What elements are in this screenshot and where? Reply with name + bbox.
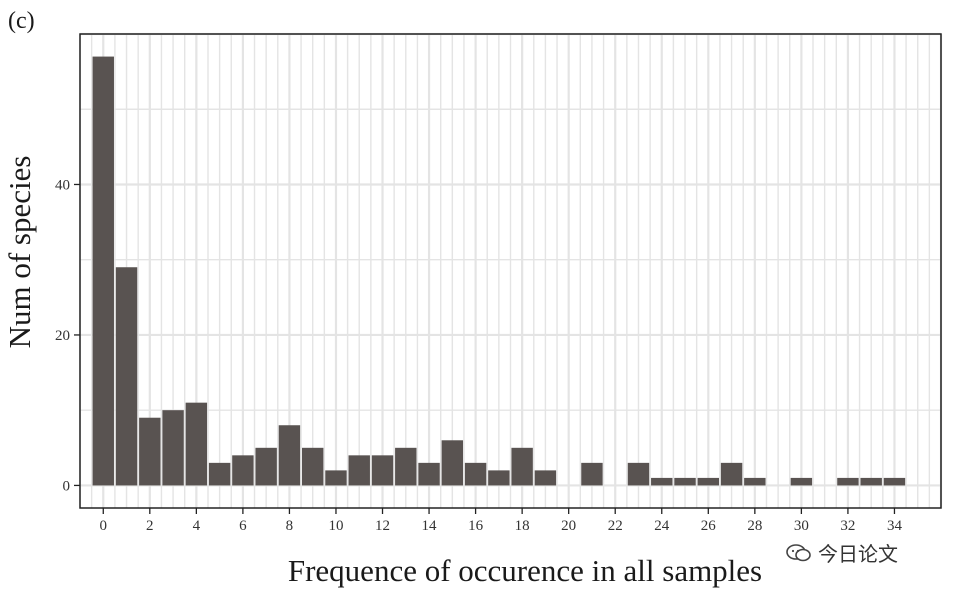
watermark-text: 今日论文 xyxy=(818,542,898,566)
x-tick-label: 16 xyxy=(468,518,484,534)
x-tick-label: 0 xyxy=(100,518,108,534)
bar xyxy=(278,425,301,486)
x-tick-label: 8 xyxy=(286,518,294,534)
bar xyxy=(325,470,347,486)
bar xyxy=(301,447,324,486)
watermark: 今日论文 xyxy=(786,538,898,567)
bar xyxy=(627,462,650,486)
bar xyxy=(464,462,487,486)
bar xyxy=(348,455,370,486)
y-tick-label: 0 xyxy=(63,478,71,494)
x-tick-label: 10 xyxy=(328,518,343,534)
bar xyxy=(790,477,813,486)
x-tick-label: 26 xyxy=(701,518,717,534)
y-axis: 0 20 40 xyxy=(55,177,80,494)
x-tick-label: 28 xyxy=(747,518,762,534)
bar xyxy=(371,455,394,486)
bar xyxy=(139,417,161,486)
x-tick-label: 6 xyxy=(239,518,247,534)
y-axis-title: Num of species xyxy=(2,155,37,349)
x-tick-label: 22 xyxy=(608,518,623,534)
bar xyxy=(744,477,766,486)
bar xyxy=(441,440,464,486)
x-tick-label: 14 xyxy=(422,518,438,534)
bar xyxy=(92,56,114,486)
x-tick-label: 32 xyxy=(840,518,855,534)
bar xyxy=(185,402,208,486)
bar xyxy=(418,462,440,486)
bar xyxy=(162,410,184,486)
bar xyxy=(720,462,743,486)
bar xyxy=(837,477,859,486)
y-tick-label: 20 xyxy=(55,328,70,344)
x-axis: 0 2 4 6 8 10 12 14 16 18 20 22 24 26 28 30 32 34 xyxy=(100,508,903,534)
x-tick-label: 2 xyxy=(146,518,154,534)
bar xyxy=(255,447,277,486)
bar xyxy=(883,477,906,486)
bar xyxy=(488,470,510,486)
grid-lines xyxy=(79,32,943,508)
y-tick-label: 40 xyxy=(55,177,70,193)
bar xyxy=(232,455,254,486)
x-tick-label: 34 xyxy=(887,518,903,534)
x-tick-label: 24 xyxy=(654,518,670,534)
x-tick-label: 30 xyxy=(794,518,809,534)
x-axis-title: Frequence of occurence in all samples xyxy=(287,553,763,588)
plot-frame xyxy=(79,33,942,509)
bar xyxy=(395,447,417,486)
bar xyxy=(115,267,138,486)
x-tick-label: 18 xyxy=(515,518,530,534)
chat-bubble-icon xyxy=(786,543,811,561)
bar xyxy=(208,462,231,486)
bar xyxy=(860,477,882,486)
bar xyxy=(581,462,603,486)
bar-series xyxy=(92,56,906,486)
bar xyxy=(511,447,533,486)
bar xyxy=(697,477,720,486)
x-tick-label: 20 xyxy=(561,518,576,534)
bar xyxy=(534,470,557,486)
x-tick-label: 4 xyxy=(193,518,201,534)
x-tick-label: 12 xyxy=(375,518,390,534)
panel-label: (c) xyxy=(8,8,35,34)
bar xyxy=(674,477,696,486)
bar xyxy=(651,477,673,486)
